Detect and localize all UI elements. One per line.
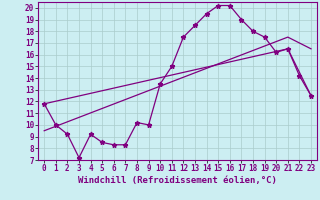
X-axis label: Windchill (Refroidissement éolien,°C): Windchill (Refroidissement éolien,°C)	[78, 176, 277, 185]
